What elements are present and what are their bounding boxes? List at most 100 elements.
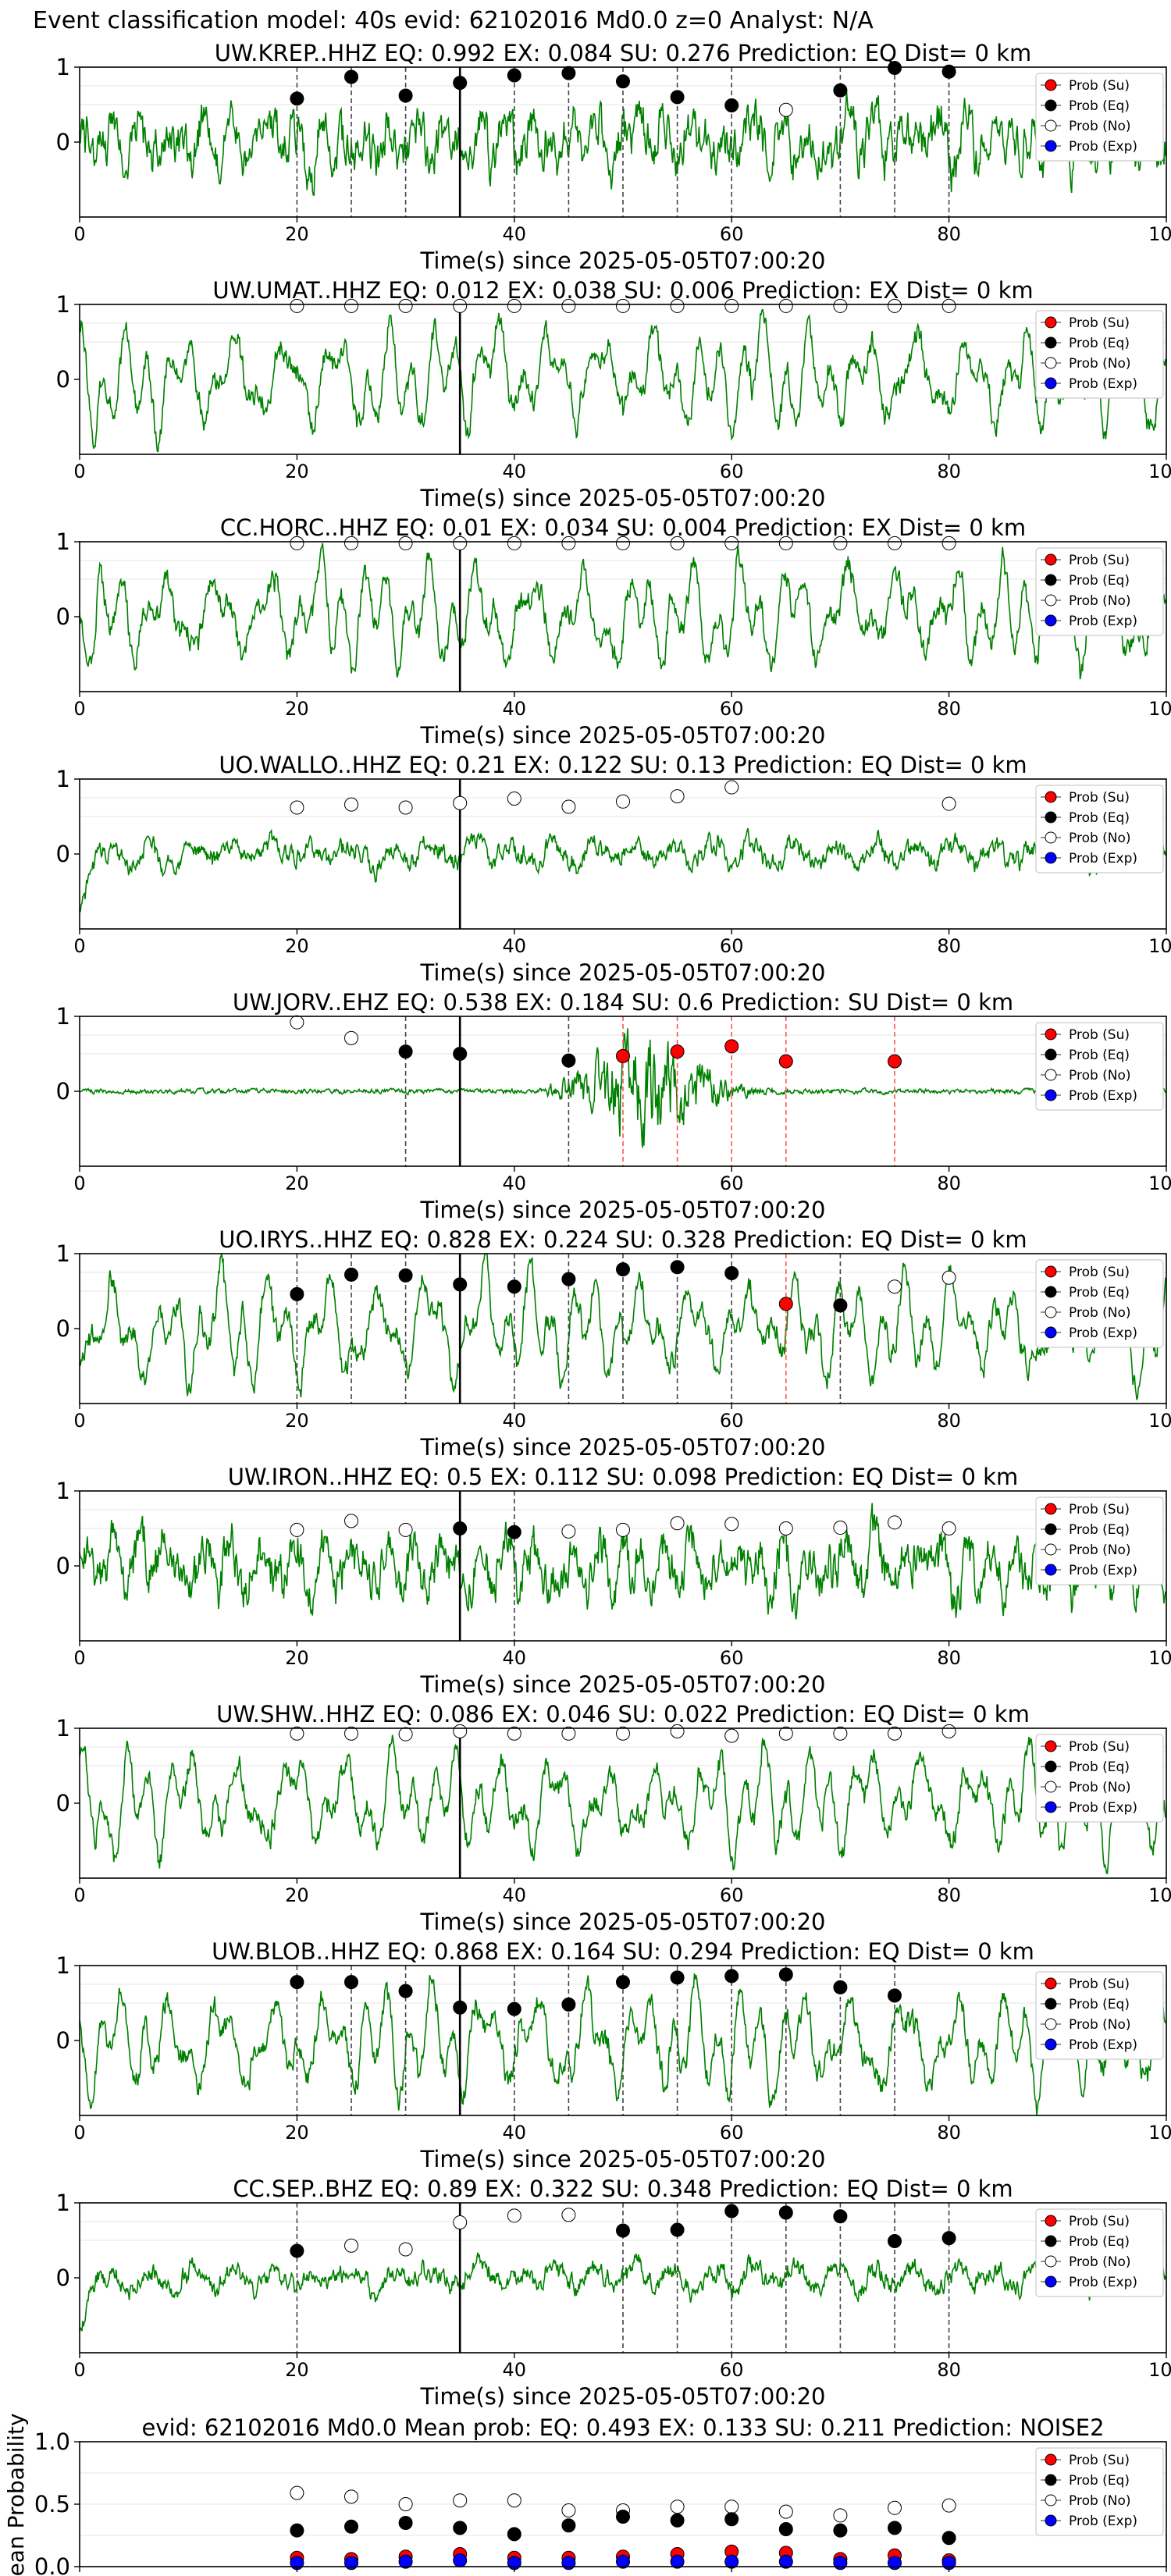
legend-label: Prob (Exp)	[1069, 2275, 1137, 2290]
x-tick-label: 80	[937, 1884, 961, 1906]
prob-point-no	[344, 1030, 358, 1045]
mean-prob-point-no	[724, 2500, 739, 2514]
prob-point-no	[398, 2242, 413, 2257]
prob-point-no	[290, 1522, 304, 1537]
x-tick-label: 80	[937, 1410, 961, 1432]
legend-marker	[1045, 1503, 1057, 1515]
legend-label: Prob (Su)	[1069, 2453, 1130, 2468]
prob-point-no	[561, 2208, 576, 2222]
prob-point-no	[778, 1521, 793, 1535]
panel-title: UW.BLOB..HHZ EQ: 0.868 EX: 0.164 SU: 0.2…	[212, 1938, 1034, 1965]
mean-prob-point-no	[398, 2497, 413, 2511]
prob-point-eq	[670, 2222, 685, 2237]
x-tick-label: 40	[503, 2359, 527, 2381]
x-tick-label: 0	[73, 1884, 85, 1906]
legend-box	[1035, 2208, 1164, 2297]
prob-point-no	[561, 298, 576, 313]
y-tick-label: 0	[56, 129, 70, 155]
prob-point-eq	[290, 91, 304, 106]
x-tick-label: 100	[1148, 1884, 1171, 1906]
prob-point-no	[616, 1522, 630, 1537]
legend-marker	[1045, 2215, 1057, 2227]
prob-point-no	[888, 1726, 902, 1741]
legend-label: Prob (Eq)	[1069, 1997, 1130, 2012]
x-tick-label: 60	[720, 935, 744, 957]
legend-label: Prob (Su)	[1069, 1027, 1130, 1043]
legend-label: Prob (Eq)	[1069, 1759, 1130, 1775]
legend-marker	[1045, 1801, 1057, 1813]
prob-point-su	[778, 1054, 793, 1069]
legend-marker	[1045, 1286, 1057, 1298]
x-tick-label: 80	[937, 1172, 961, 1194]
legend-marker	[1045, 1048, 1057, 1061]
mean-prob-point-eq	[290, 2523, 304, 2538]
legend-label: Prob (Su)	[1069, 790, 1130, 806]
mean-prob-point-eq	[778, 2522, 793, 2536]
y-tick-label: 1	[56, 1715, 70, 1742]
legend-box	[1035, 73, 1164, 162]
prob-point-no	[888, 535, 902, 550]
legend-marker	[1045, 1265, 1057, 1278]
prob-point-eq	[290, 1286, 304, 1301]
y-tick-label: 1	[56, 54, 70, 80]
prob-point-eq	[616, 74, 630, 89]
x-axis-label: Time(s) since 2025-05-05T07:00:20	[420, 485, 826, 511]
axes-frame	[79, 541, 1167, 692]
x-tick-label: 40	[503, 1410, 527, 1432]
x-axis-label: Time(s) since 2025-05-05T07:00:20	[420, 1434, 826, 1461]
y-tick-label: 0	[56, 2027, 70, 2054]
prob-point-eq	[507, 2001, 521, 2016]
prob-point-no	[616, 535, 630, 550]
prob-point-no	[507, 1726, 521, 1741]
legend-marker	[1045, 1523, 1057, 1535]
legend-marker	[1045, 852, 1057, 864]
legend-marker	[1045, 1977, 1057, 1990]
legend-label: Prob (Eq)	[1069, 98, 1130, 114]
legend-marker	[1045, 2018, 1057, 2030]
prob-point-no	[941, 1270, 956, 1285]
y-tick-label: 0	[56, 1315, 70, 1342]
legend-marker	[1045, 594, 1057, 607]
x-tick-label: 0	[73, 1410, 85, 1432]
prob-point-eq	[561, 1053, 576, 1068]
x-tick-label: 60	[720, 461, 744, 482]
prob-point-no	[616, 794, 630, 809]
legend-marker	[1045, 2038, 1057, 2051]
prob-point-no	[778, 102, 793, 117]
y-tick-label: 0.0	[34, 2553, 70, 2576]
mean-prob-point-no	[290, 2485, 304, 2500]
prob-point-eq	[833, 2209, 848, 2224]
legend-label: Prob (No)	[1069, 1068, 1131, 1083]
legend-marker	[1045, 357, 1057, 369]
x-tick-label: 40	[503, 461, 527, 482]
mean-prob-point-exp	[888, 2556, 902, 2571]
mean-prob-point-eq	[724, 2512, 739, 2527]
prob-point-no	[778, 535, 793, 550]
x-tick-label: 80	[937, 2573, 961, 2576]
x-tick-label: 60	[720, 1172, 744, 1194]
prob-point-no	[833, 298, 848, 313]
legend-label: Prob (Exp)	[1069, 2514, 1137, 2529]
x-tick-label: 40	[503, 1172, 527, 1194]
legend-label: Prob (Eq)	[1069, 810, 1130, 826]
legend-marker	[1045, 811, 1057, 824]
x-tick-label: 40	[503, 2122, 527, 2144]
prob-point-eq	[398, 1044, 413, 1059]
prob-point-no	[888, 298, 902, 313]
legend-label: Prob (Su)	[1069, 1502, 1130, 1517]
prob-point-eq	[344, 69, 358, 84]
x-tick-label: 100	[1148, 1172, 1171, 1194]
x-tick-label: 100	[1148, 935, 1171, 957]
legend-marker	[1045, 614, 1057, 627]
x-tick-label: 40	[503, 1647, 527, 1669]
prob-point-eq	[778, 2205, 793, 2220]
legend-box	[1035, 2447, 1164, 2536]
axes-frame	[79, 1490, 1167, 1642]
x-tick-label: 80	[937, 1647, 961, 1669]
x-tick-label: 20	[285, 2122, 309, 2144]
x-axis-label: Time(s) since 2025-05-05T07:00:20	[420, 2383, 826, 2410]
legend-label: Prob (No)	[1069, 831, 1131, 846]
prob-point-no	[778, 298, 793, 313]
legend-marker	[1045, 336, 1057, 349]
